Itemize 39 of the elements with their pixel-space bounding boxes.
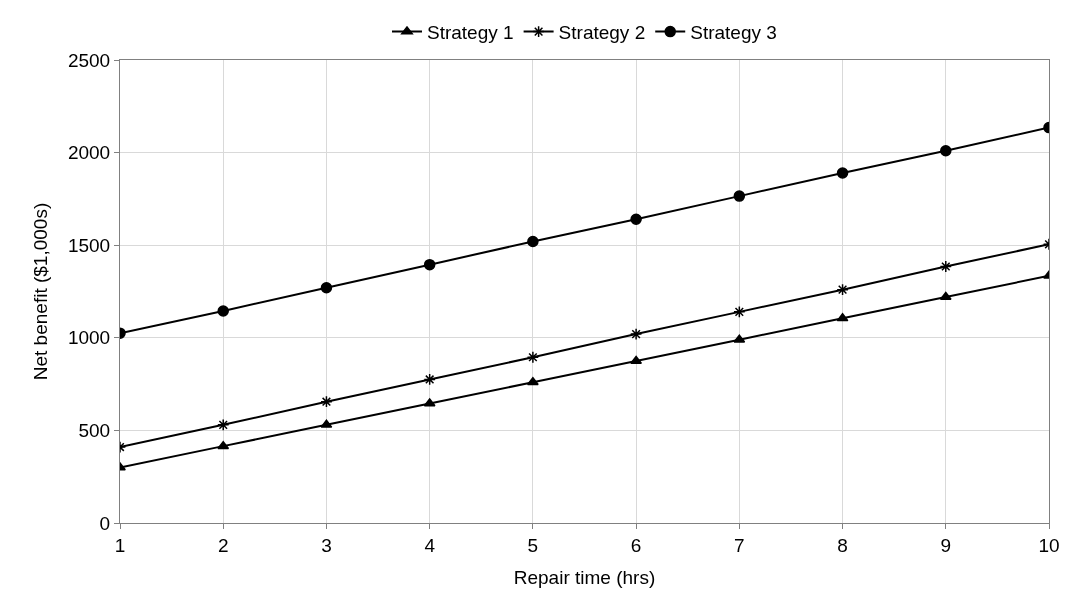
point (939, 291, 952, 301)
y-tick-label: 2500 (67, 49, 111, 71)
point (836, 283, 849, 296)
x-tick-label: 5 (527, 534, 539, 556)
y-tick-label: 1000 (67, 327, 111, 349)
x-axis-title: Repair time (hrs) (513, 566, 656, 588)
point (423, 373, 436, 386)
y-tick-label: 2000 (67, 142, 111, 164)
point (527, 235, 539, 248)
y-tick-label: 0 (99, 512, 111, 534)
point (733, 190, 746, 202)
x-tick-label: 6 (630, 534, 642, 556)
x-tick-label: 2 (217, 534, 229, 556)
point (733, 305, 746, 319)
point (940, 145, 952, 157)
x-tick-label: 1 (114, 534, 126, 556)
point (217, 440, 230, 450)
point (836, 167, 849, 179)
x-tick-label: 10 (1038, 534, 1060, 556)
x-tick-label: 9 (940, 534, 952, 556)
point (939, 260, 952, 273)
legend-label: Strategy 1 (427, 22, 514, 43)
point (320, 282, 333, 294)
point (320, 395, 333, 408)
point (630, 213, 642, 226)
point (629, 327, 643, 341)
x-tick-label: 8 (837, 534, 848, 556)
x-tick-label: 4 (424, 534, 436, 556)
point (217, 418, 230, 431)
y-axis-title: Net benefit ($1,000s) (29, 202, 51, 381)
point (217, 305, 229, 317)
y-tick-label: 1500 (67, 234, 111, 256)
point (423, 258, 436, 271)
x-tick-label: 7 (734, 534, 745, 556)
legend-label: Strategy 3 (690, 22, 777, 43)
y-tick-label: 500 (78, 420, 111, 442)
point (526, 351, 540, 364)
x-tick-label: 3 (321, 534, 332, 556)
legend-label: Strategy 2 (558, 22, 646, 43)
